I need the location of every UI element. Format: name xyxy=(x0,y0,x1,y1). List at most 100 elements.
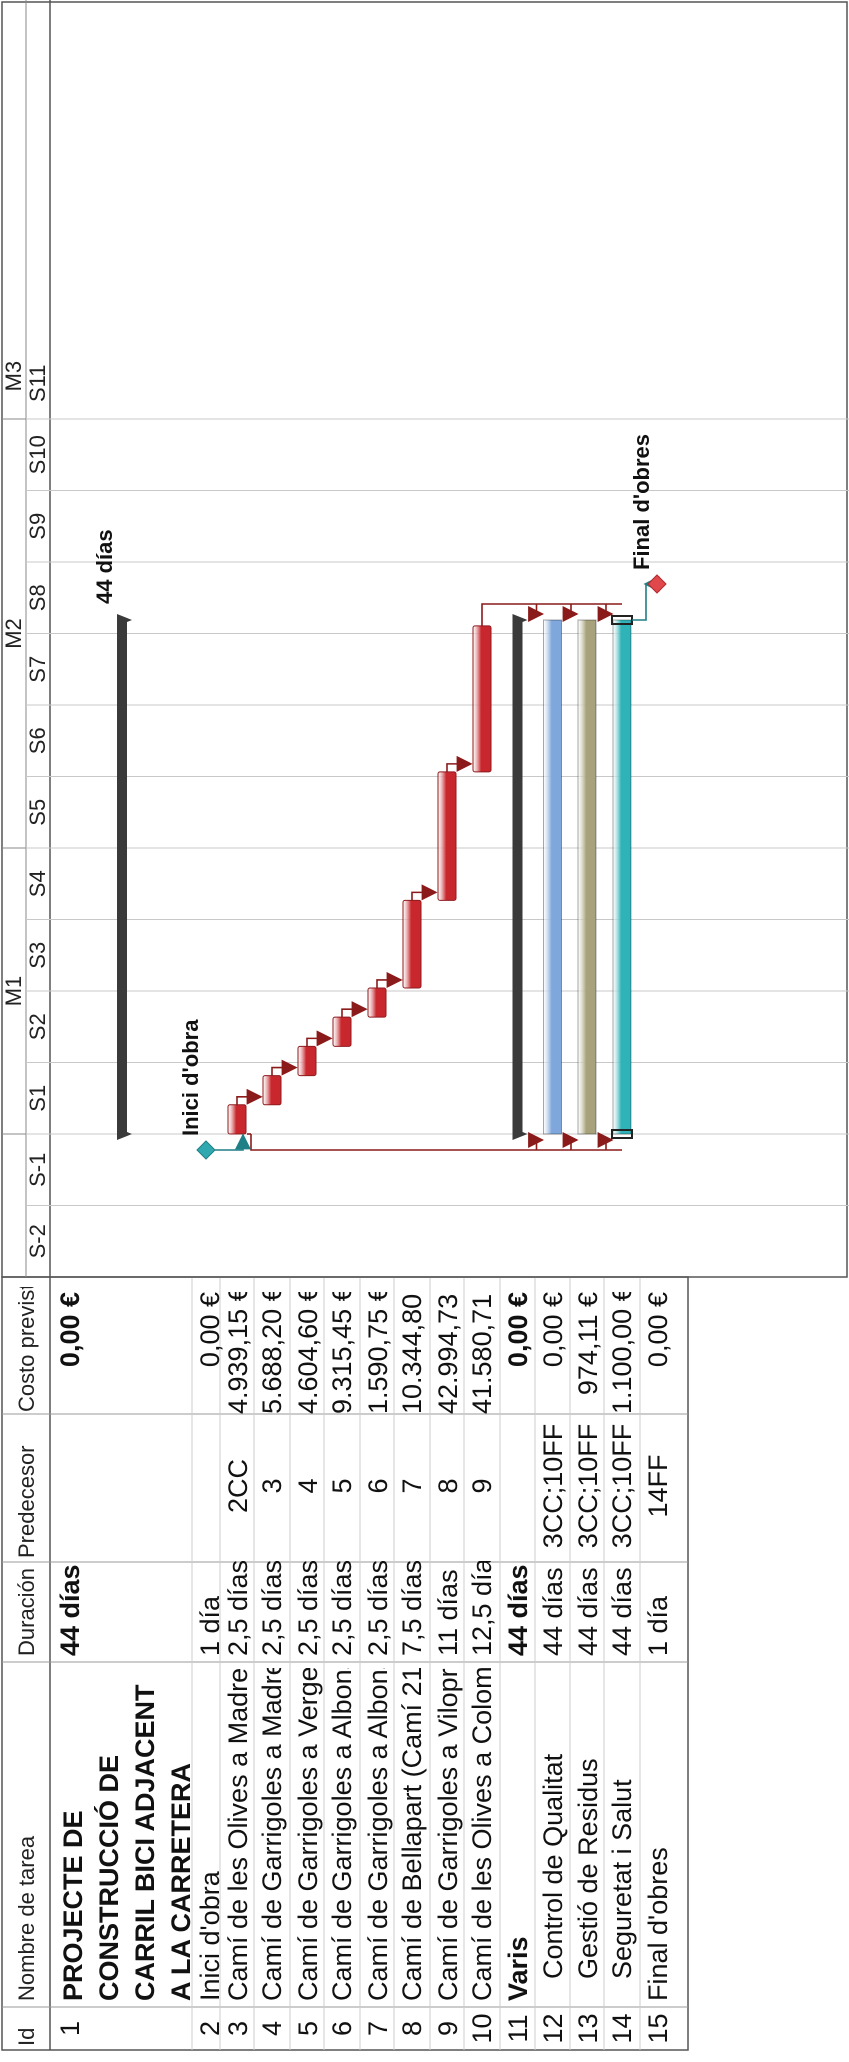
task-duration-cell[interactable]: 2,5 días xyxy=(327,1561,357,1656)
task-duration-cell[interactable]: 11 días xyxy=(433,1569,463,1656)
week-label[interactable]: S1 xyxy=(25,1085,50,1112)
task-predecessors-cell[interactable]: 4 xyxy=(293,1478,323,1494)
task-bar[interactable] xyxy=(402,899,422,989)
task-id-cell[interactable]: 2 xyxy=(195,2020,225,2037)
task-duration-cell[interactable]: 2,5 días xyxy=(293,1561,323,1656)
task-name-cell[interactable]: Varis xyxy=(503,1936,533,2001)
task-id-cell[interactable]: 15 xyxy=(643,2013,673,2044)
task-duration-cell[interactable]: 12,5 días xyxy=(467,1561,497,1656)
task-cost-cell[interactable]: 9.315,45 € xyxy=(327,1292,357,1414)
task-name-cell[interactable]: PROJECTE DE CONSTRUCCIÓ DE CARRIL BICI A… xyxy=(58,1684,193,2001)
task-bar[interactable] xyxy=(227,1104,247,1135)
task-name-cell[interactable]: Camí de Garrigoles a Albons A (Camí 6) xyxy=(327,1668,357,2001)
task-duration-cell[interactable]: 2,5 días xyxy=(257,1561,287,1656)
task-name-cell[interactable]: Camí de Bellapart (Camí 21) xyxy=(397,1668,427,2001)
task-bar[interactable] xyxy=(297,1045,317,1077)
week-label[interactable]: S-1 xyxy=(25,1153,50,1187)
task-name-cell[interactable]: Seguretat i Salut xyxy=(607,1779,637,1979)
column-header-predecessors[interactable]: Predecesor xyxy=(14,1445,39,1558)
task-id-cell[interactable]: 6 xyxy=(327,2020,357,2037)
task-id-cell[interactable]: 7 xyxy=(363,2020,393,2037)
task-predecessors-cell[interactable]: 7 xyxy=(397,1478,427,1494)
week-label[interactable]: S6 xyxy=(25,727,50,754)
task-cost-cell[interactable]: 0,00 € xyxy=(195,1292,225,1368)
task-name-cell[interactable]: Control de Qualitat xyxy=(538,1753,568,1979)
week-label[interactable]: S2 xyxy=(25,1013,50,1040)
task-predecessors-cell[interactable]: 5 xyxy=(327,1478,357,1494)
task-duration-cell[interactable]: 7,5 días xyxy=(397,1561,427,1656)
task-duration-cell[interactable]: 44 días xyxy=(55,1564,85,1656)
task-id-cell[interactable]: 9 xyxy=(433,2020,463,2037)
task-name-cell[interactable]: Camí de Garrigoles a Madrenyà (Camí 8) xyxy=(257,1668,287,2001)
task-predecessors-cell[interactable]: 3CC;10FF xyxy=(573,1423,603,1549)
task-cost-cell[interactable]: 1.100,00 € xyxy=(607,1292,637,1414)
week-label[interactable]: S5 xyxy=(25,799,50,826)
task-cost-cell[interactable]: 4.939,15 € xyxy=(223,1292,253,1414)
waste-management-bar[interactable] xyxy=(577,619,597,1135)
task-id-cell[interactable]: 13 xyxy=(573,2013,603,2044)
task-bar[interactable] xyxy=(332,1016,352,1047)
task-cost-cell[interactable]: 1.590,75 € xyxy=(363,1292,393,1414)
task-id-cell[interactable]: 14 xyxy=(607,2013,637,2044)
task-predecessors-cell[interactable]: 2CC xyxy=(223,1459,253,1514)
task-predecessors-cell[interactable]: 3 xyxy=(257,1478,287,1494)
task-name-cell[interactable]: Camí de Garrigoles a Verges (Camí 9) xyxy=(293,1668,323,2001)
column-header-id[interactable]: Id xyxy=(14,2027,39,2046)
week-label[interactable]: S8 xyxy=(25,584,50,611)
task-name-cell[interactable]: Camí de Garrigoles a Vilopriu (Camí 5) xyxy=(433,1668,463,2001)
task-cost-cell[interactable]: 0,00 € xyxy=(503,1292,533,1368)
week-label[interactable]: S10 xyxy=(25,435,50,474)
task-name-cell[interactable]: Camí de les Olives a Madrenyà (Camí 12) xyxy=(223,1668,253,2001)
task-predecessors-cell[interactable]: 3CC;10FF xyxy=(607,1423,637,1549)
week-label[interactable]: S4 xyxy=(25,870,50,897)
task-bar[interactable] xyxy=(437,771,457,901)
task-cost-cell[interactable]: 42.994,73 € xyxy=(433,1292,463,1414)
task-cost-cell[interactable]: 4.604,60 € xyxy=(293,1292,323,1414)
month-label[interactable]: M1 xyxy=(1,976,26,1007)
column-header-duration[interactable]: Duración xyxy=(14,1567,39,1656)
task-cost-cell[interactable]: 10.344,80 € xyxy=(397,1292,427,1414)
week-label[interactable]: S7 xyxy=(25,656,50,683)
task-id-cell[interactable]: 1 xyxy=(55,2020,85,2037)
milestone-start-diamond[interactable] xyxy=(196,1140,216,1160)
task-id-cell[interactable]: 4 xyxy=(257,2020,287,2037)
task-predecessors-cell[interactable] xyxy=(503,1416,533,1556)
task-cost-cell[interactable]: 41.580,71 € xyxy=(467,1292,497,1414)
task-duration-cell[interactable]: 2,5 días xyxy=(363,1561,393,1656)
task-cost-cell[interactable]: 974,11 € xyxy=(573,1292,603,1396)
quality-control-bar[interactable] xyxy=(543,619,562,1135)
task-bar[interactable] xyxy=(472,625,492,773)
task-name-cell[interactable]: Inici d'obra xyxy=(195,1871,225,2001)
task-id-cell[interactable]: 10 xyxy=(467,2013,497,2044)
task-cost-cell[interactable]: 5.688,20 € xyxy=(257,1292,287,1414)
task-predecessors-cell[interactable] xyxy=(55,1416,85,1556)
column-header-cost[interactable]: Costo previsto xyxy=(14,1287,39,1412)
week-label[interactable]: S3 xyxy=(25,942,50,969)
week-label[interactable]: S11 xyxy=(25,364,50,402)
task-predecessors-cell[interactable]: 9 xyxy=(467,1478,497,1494)
task-cost-cell[interactable]: 0,00 € xyxy=(55,1292,85,1368)
task-duration-cell[interactable]: 1 día xyxy=(195,1595,225,1656)
task-bar[interactable] xyxy=(262,1075,282,1106)
task-duration-cell[interactable]: 1 día xyxy=(643,1595,673,1656)
month-label[interactable]: M3 xyxy=(1,361,26,392)
milestone-end-diamond[interactable] xyxy=(647,574,667,594)
safety-health-bar[interactable] xyxy=(612,619,632,1135)
month-label[interactable]: M2 xyxy=(1,618,26,649)
task-name-cell[interactable]: Camí de les Olives a Colomers (Camí 15) xyxy=(467,1668,497,2001)
task-id-cell[interactable]: 12 xyxy=(538,2013,568,2044)
task-id-cell[interactable]: 11 xyxy=(503,2014,533,2043)
week-label[interactable]: S-2 xyxy=(25,1224,50,1258)
task-duration-cell[interactable]: 44 días xyxy=(538,1567,568,1656)
task-bar[interactable] xyxy=(367,987,387,1018)
task-predecessors-cell[interactable]: 8 xyxy=(433,1478,463,1494)
task-predecessors-cell[interactable] xyxy=(195,1416,225,1556)
task-name-cell[interactable]: Final d'obres xyxy=(643,1847,673,2001)
task-cost-cell[interactable]: 0,00 € xyxy=(538,1292,568,1368)
task-name-cell[interactable]: Camí de Garrigoles a Albons B (Camí 6) xyxy=(363,1668,393,2001)
column-header-name[interactable]: Nombre de tarea xyxy=(14,1835,39,2001)
task-id-cell[interactable]: 5 xyxy=(293,2020,323,2037)
task-predecessors-cell[interactable]: 6 xyxy=(363,1478,393,1494)
task-cost-cell[interactable]: 0,00 € xyxy=(643,1292,673,1368)
task-id-cell[interactable]: 3 xyxy=(223,2020,253,2037)
